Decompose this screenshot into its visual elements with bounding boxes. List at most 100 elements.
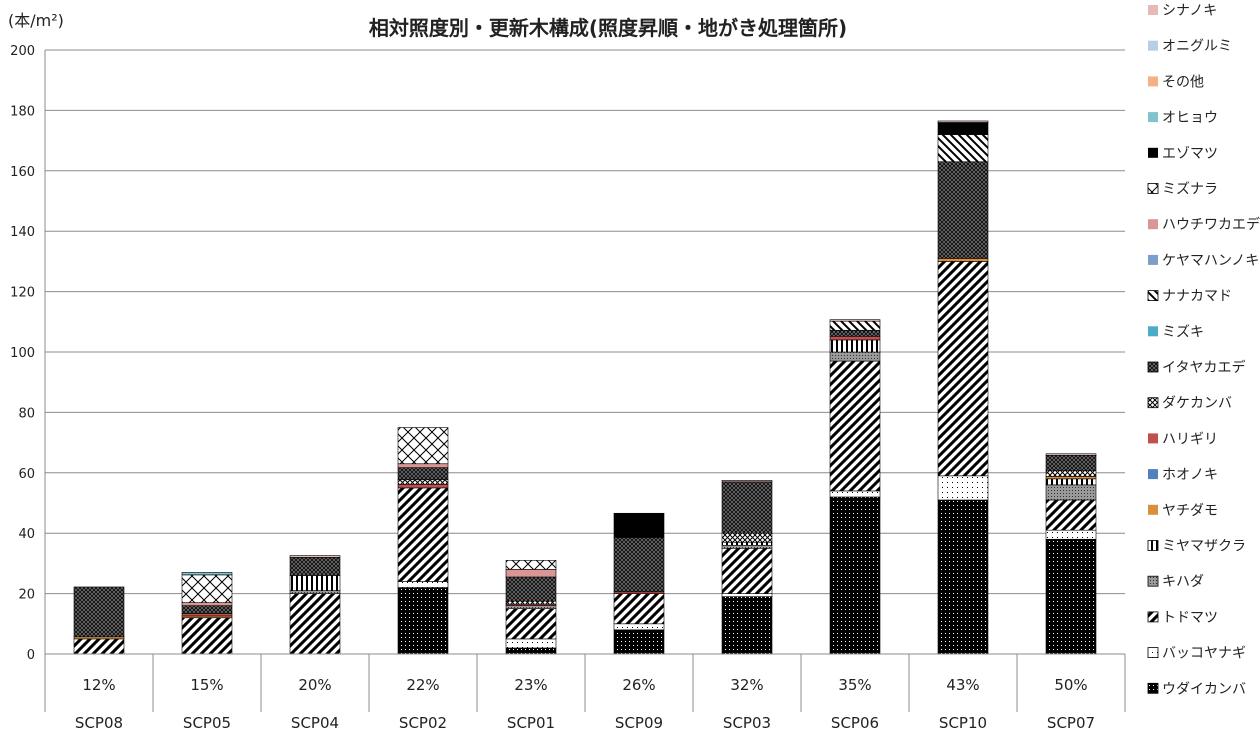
bar-segment — [829, 496, 881, 655]
bar-segment — [505, 576, 557, 602]
legend-swatch — [1148, 5, 1158, 15]
bar-segment — [181, 617, 233, 655]
legend-entry: ハリギリ — [1148, 431, 1218, 447]
bar-segment — [721, 596, 773, 655]
legend-label: ミズナラ — [1162, 182, 1218, 198]
bar-segment — [721, 541, 773, 546]
bar-segment — [73, 636, 125, 640]
bar-segment — [1045, 529, 1097, 540]
bar-segment — [829, 339, 881, 353]
legend-swatch — [1148, 254, 1158, 265]
legend-swatch — [1147, 361, 1159, 373]
category-label: SCP08 — [75, 714, 123, 732]
bar-segment — [1045, 453, 1097, 456]
bar-segment — [1045, 499, 1097, 531]
y-tick-label: 200 — [10, 44, 35, 59]
bar-segment — [613, 593, 665, 625]
legend-label: トドマツ — [1162, 610, 1218, 626]
y-tick-label: 60 — [18, 467, 35, 482]
legend-label: ハウチワカエデ — [1162, 216, 1260, 233]
legend-entry: オニグルミ — [1148, 39, 1232, 55]
illuminance-label: 32% — [730, 676, 763, 694]
bar-segment — [181, 605, 233, 614]
category-table: 12% SCP08 15% SCP05 20% SCP04 22% SCP02 23% SCP01… — [44, 654, 1126, 732]
legend-label: キハダ — [1162, 574, 1204, 590]
bar-segment — [721, 593, 773, 597]
bar-segment — [613, 629, 665, 655]
y-tick-label: 180 — [10, 104, 35, 119]
bar-segment — [721, 547, 773, 594]
legend-entry: ナナカマド — [1147, 289, 1232, 305]
legend-entry: ケヤマハンノキ — [1148, 253, 1259, 269]
bar-segment — [505, 638, 557, 649]
legend-entry: エゾマツ — [1148, 146, 1218, 162]
legend-swatch — [1147, 575, 1159, 587]
bar-segment — [721, 544, 773, 549]
bar-segment — [397, 587, 449, 655]
legend-entry: ホオノキ — [1148, 467, 1218, 483]
legend-entry: イタヤカエデ — [1147, 359, 1245, 376]
illuminance-label: 20% — [298, 676, 331, 694]
legend-entry: ミズナラ — [1147, 182, 1218, 198]
legend-entry: ハウチワカエデ — [1148, 216, 1260, 233]
legend-label: ケヤマハンノキ — [1162, 253, 1259, 269]
bar-segment — [721, 532, 773, 543]
bar-segment — [397, 483, 449, 489]
legend-swatch — [1148, 326, 1158, 337]
category-label: SCP07 — [1047, 714, 1095, 732]
bar-segment — [505, 569, 557, 578]
legend-swatch — [1148, 219, 1158, 230]
bar-segment — [937, 122, 989, 135]
bar-segment — [1045, 484, 1097, 501]
illuminance-label: 26% — [622, 676, 655, 694]
illuminance-label: 15% — [190, 676, 223, 694]
legend-swatch — [1147, 290, 1159, 302]
y-tick-label: 160 — [10, 165, 35, 180]
legend-entry: キハダ — [1147, 574, 1204, 590]
bar-segment — [181, 572, 233, 576]
y-tick-label: 80 — [18, 406, 35, 421]
legend-swatch — [1148, 504, 1158, 515]
legend-label: バッコヤナギ — [1162, 646, 1246, 662]
legend-entry: ヤチダモ — [1148, 503, 1218, 519]
legend-swatch — [1148, 112, 1158, 123]
legend-swatch — [1147, 611, 1159, 623]
bar-segment — [397, 463, 449, 468]
bar-segment — [829, 329, 881, 337]
bar-segment — [73, 638, 125, 655]
legend-label: オニグルミ — [1162, 39, 1232, 55]
category-label: SCP06 — [831, 714, 879, 732]
bar-segment — [613, 537, 665, 593]
bar-segment — [829, 335, 881, 341]
bar-segment — [397, 467, 449, 481]
illuminance-label: 50% — [1054, 676, 1087, 694]
bar-segment — [397, 581, 449, 588]
legend-entry: トドマツ — [1147, 610, 1218, 626]
bar-segment — [721, 480, 773, 483]
y-axis-ticks: 0 20 40 60 80 100 120 140 160 180 200 — [10, 44, 35, 663]
illuminance-label: 35% — [838, 676, 871, 694]
illuminance-label: 22% — [406, 676, 439, 694]
category-label: SCP01 — [507, 714, 555, 732]
bar-segment — [289, 590, 341, 594]
legend-label: ナナカマド — [1162, 289, 1232, 305]
category-label: SCP02 — [399, 714, 447, 732]
bar-segment — [829, 360, 881, 492]
bar-segment — [937, 258, 989, 262]
bar-segment — [937, 134, 989, 163]
legend-label: オヒョウ — [1162, 110, 1218, 126]
legend-swatch — [1147, 682, 1159, 694]
bar-segment — [397, 487, 449, 582]
bar-segment — [829, 319, 881, 322]
illuminance-label: 43% — [946, 676, 979, 694]
y-tick-label: 40 — [18, 527, 35, 542]
category-label: SCP05 — [183, 714, 231, 732]
y-tick-label: 140 — [10, 225, 35, 240]
bar-segment — [73, 586, 125, 638]
legend-label: エゾマツ — [1162, 146, 1218, 162]
bar-segment — [289, 575, 341, 591]
legend-label: ホオノキ — [1162, 467, 1218, 483]
bar-segment — [289, 555, 341, 558]
bars — [73, 120, 1097, 655]
